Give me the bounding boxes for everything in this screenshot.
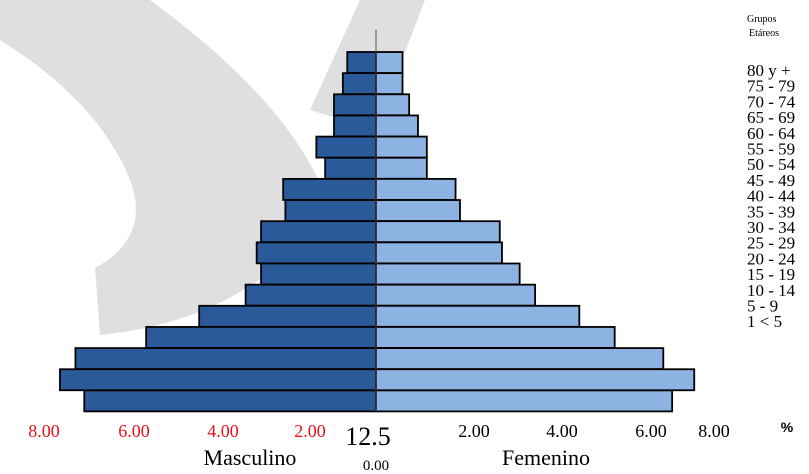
bar-masculino: [346, 51, 377, 74]
x-tick-right: 6.00: [635, 421, 667, 441]
bar-masculino: [59, 368, 377, 392]
center-zero-label: 0.00: [363, 458, 389, 474]
bar-masculino: [284, 199, 377, 222]
bar-femenino: [375, 156, 428, 180]
bar-femenino: [375, 72, 404, 96]
x-axis-title-femenino: Femenino: [502, 445, 590, 470]
bar-femenino: [375, 93, 411, 117]
bar-masculino: [198, 304, 377, 328]
bar-femenino: [375, 389, 674, 413]
age-group-label: 35 - 39: [747, 202, 795, 221]
x-tick-left: 2.00: [294, 421, 326, 441]
age-group-label: 80 y +: [747, 61, 791, 80]
bar-femenino: [375, 262, 521, 286]
bar-femenino: [375, 368, 696, 392]
age-group-label: 25 - 29: [747, 234, 795, 253]
bars-group: [59, 51, 696, 413]
bar-masculino: [282, 177, 377, 201]
bar-masculino: [324, 156, 377, 180]
bar-femenino: [375, 241, 503, 265]
bar-femenino: [375, 135, 428, 159]
bar-femenino: [375, 114, 419, 138]
age-group-label: 70 - 74: [747, 92, 796, 111]
bar-femenino: [375, 326, 616, 349]
age-group-label: 60 - 64: [747, 124, 796, 143]
x-axis-title-masculino: Masculino: [204, 445, 297, 470]
age-group-label: 55 - 59: [747, 140, 795, 159]
bar-masculino: [333, 114, 377, 138]
bar-masculino: [260, 220, 377, 244]
x-tick-left: 4.00: [207, 421, 239, 441]
age-group-label: 65 - 69: [747, 108, 795, 127]
unit-percent-label: %: [781, 419, 794, 435]
center-value-label: 12.5: [345, 422, 391, 451]
x-tick-right: 4.00: [546, 421, 578, 441]
bar-femenino: [375, 283, 537, 307]
age-group-label: 1 < 5: [747, 312, 782, 331]
bar-masculino: [341, 72, 377, 96]
age-group-label: 15 - 19: [747, 265, 795, 284]
bar-femenino: [375, 51, 404, 74]
legend-title-line2: Etáreos: [749, 28, 779, 39]
bar-masculino: [315, 135, 377, 159]
age-group-label: 10 - 14: [747, 281, 796, 300]
age-group-label: 50 - 54: [747, 155, 796, 174]
bar-femenino: [375, 199, 461, 222]
bar-masculino: [244, 283, 377, 307]
x-tick-left: 6.00: [118, 421, 150, 441]
age-group-label: 20 - 24: [747, 249, 796, 268]
bar-masculino: [83, 389, 377, 413]
age-group-label: 40 - 44: [747, 187, 796, 206]
bar-masculino: [333, 93, 377, 117]
bar-masculino: [145, 326, 377, 349]
x-tick-right: 8.00: [698, 421, 730, 441]
bar-femenino: [375, 220, 501, 244]
x-tick-right: 2.00: [458, 421, 490, 441]
age-group-label: 30 - 34: [747, 218, 796, 237]
x-tick-left: 8.00: [28, 421, 60, 441]
bar-masculino: [260, 262, 377, 286]
x-ticks-group: 8.00 6.00 4.00 2.00 2.00 4.00 6.00 8.00: [28, 421, 730, 441]
bar-femenino: [375, 177, 457, 201]
bar-femenino: [375, 347, 665, 371]
age-group-label: 75 - 79: [747, 77, 795, 96]
bar-masculino: [255, 241, 377, 265]
watermark-swoosh-shape: [0, 0, 330, 335]
bar-femenino: [375, 304, 581, 328]
age-group-label: 5 - 9: [747, 297, 778, 316]
bar-masculino: [74, 347, 377, 371]
age-group-label: 45 - 49: [747, 171, 795, 190]
legend-title-line1: Grupos: [747, 14, 777, 25]
